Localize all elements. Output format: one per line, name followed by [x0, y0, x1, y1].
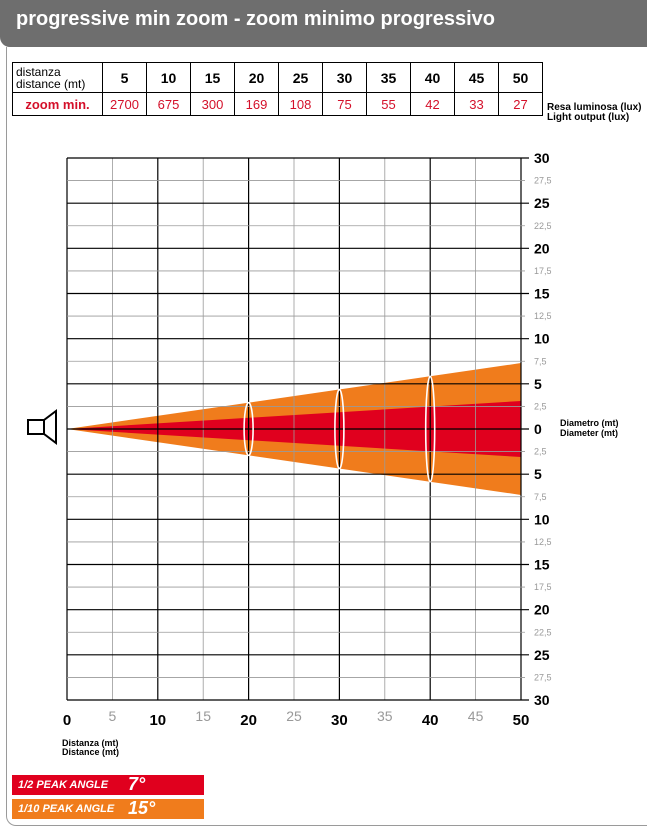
x-tick-label: 0 [63, 712, 71, 729]
legend-tenth-peak: 1/10 PEAK ANGLE 15° [12, 798, 204, 819]
y-tick-label: 2,5 [534, 401, 547, 411]
y-tick-label: 0 [534, 421, 542, 437]
x-tick-label: 25 [286, 708, 302, 724]
lux-caption-it: Resa luminosa (lux) [547, 102, 642, 113]
lux-row: zoom min. 2700 675 300 169 108 75 55 42 … [12, 92, 543, 116]
lux-cell: 33 [454, 92, 499, 116]
x-tick-label: 20 [240, 712, 257, 729]
axis-labels-layer: 30 27,5 25 22,5 20 17,5 15 12,5 10 7,5 5 2,5 0 2,5 5 7,… [62, 150, 619, 757]
y-axis-label-it: Diametro (mt) [560, 418, 619, 428]
lux-cell: 42 [410, 92, 455, 116]
y-tick-label: 17,5 [534, 266, 552, 276]
y-tick-label: 10 [534, 511, 550, 527]
lux-cell: 300 [190, 92, 235, 116]
distance-label-en: distance (mt) [16, 76, 86, 91]
distance-cell: 25 [278, 62, 323, 93]
y-tick-label: 12,5 [534, 311, 552, 321]
lux-cell: 55 [366, 92, 411, 116]
y-tick-label: 25 [534, 647, 550, 663]
y-tick-label: 15 [534, 286, 550, 302]
y-axis-label-en: Diameter (mt) [560, 428, 618, 438]
y-tick-label: 22,5 [534, 627, 552, 637]
beam-section-ellipse [334, 388, 345, 470]
y-tick-label: 7,5 [534, 356, 547, 366]
grid-layer [66, 157, 529, 701]
page-title: progressive min zoom - zoom minimo progr… [16, 8, 495, 30]
beam-section-layer [243, 375, 436, 483]
y-tick-label: 5 [534, 466, 542, 482]
projector-icon [27, 409, 57, 445]
distance-cell: 40 [410, 62, 455, 93]
x-tick-label: 45 [468, 708, 484, 724]
distance-cell: 30 [322, 62, 367, 93]
x-tick-label: 50 [513, 712, 530, 729]
lux-cell: 2700 [102, 92, 147, 116]
y-tick-label: 30 [534, 150, 550, 166]
lux-cell: 27 [498, 92, 543, 116]
y-tick-label: 17,5 [534, 582, 552, 592]
x-tick-label: 15 [195, 708, 211, 724]
y-tick-label: 2,5 [534, 447, 547, 457]
x-tick-label: 5 [109, 708, 117, 724]
distance-header-cell: distanza distance (mt) [12, 62, 103, 93]
y-tick-label: 20 [534, 240, 550, 256]
y-tick-label: 30 [534, 692, 550, 708]
legend-tenth-peak-label: 1/10 PEAK ANGLE [18, 803, 115, 815]
legend-half-peak-angle: 7° [128, 774, 146, 794]
y-tick-label: 7,5 [534, 492, 547, 502]
projector-layer [27, 409, 57, 445]
x-tick-label: 35 [377, 708, 393, 724]
y-tick-label: 15 [534, 557, 550, 573]
lux-caption: Resa luminosa (lux) Light output (lux) [547, 103, 641, 123]
x-axis-label-en: Distance (mt) [62, 747, 119, 757]
lux-table: distanza distance (mt) 5 10 15 20 25 30 … [12, 62, 543, 116]
y-tick-label: 12,5 [534, 537, 552, 547]
x-tick-label: 40 [422, 712, 439, 729]
header-bar: progressive min zoom - zoom minimo progr… [0, 0, 647, 47]
y-tick-label: 10 [534, 331, 550, 347]
x-tick-label: 10 [149, 712, 166, 729]
distance-cell: 35 [366, 62, 411, 93]
y-tick-label: 25 [534, 195, 550, 211]
lux-caption-en: Light output (lux) [547, 112, 630, 123]
y-tick-label: 20 [534, 602, 550, 618]
content-frame [6, 47, 647, 826]
legend-half-peak: 1/2 PEAK ANGLE 7° [12, 774, 204, 795]
lux-cell: 108 [278, 92, 323, 116]
y-tick-label: 27,5 [534, 176, 552, 186]
x-axis-label-it: Distanza (mt) [62, 738, 119, 748]
y-tick-label: 22,5 [534, 221, 552, 231]
y-tick-label: 5 [534, 376, 542, 392]
beam-section-ellipse [424, 375, 436, 483]
beam-section-ellipse [243, 401, 254, 457]
distance-label-it: distanza [16, 64, 61, 79]
x-tick-label: 30 [331, 712, 348, 729]
distance-row: distanza distance (mt) 5 10 15 20 25 30 … [12, 62, 543, 93]
legend-half-peak-label: 1/2 PEAK ANGLE [18, 779, 109, 791]
legend-tenth-peak-angle: 15° [128, 798, 156, 818]
distance-cell: 50 [498, 62, 543, 93]
y-tick-label: 27,5 [534, 672, 552, 682]
zoom-min-label: zoom min. [12, 92, 103, 116]
